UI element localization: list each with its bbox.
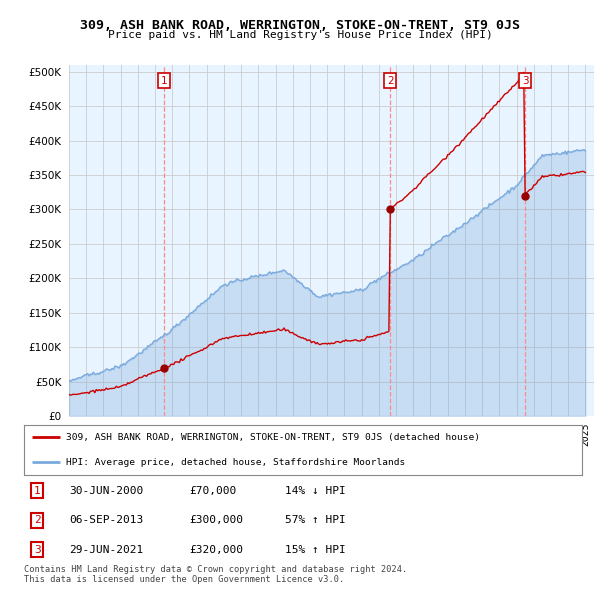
Text: 1: 1: [160, 76, 167, 86]
Text: 29-JUN-2021: 29-JUN-2021: [69, 545, 143, 555]
Text: 2: 2: [387, 76, 394, 86]
Text: 3: 3: [34, 545, 41, 555]
Text: 14% ↓ HPI: 14% ↓ HPI: [285, 486, 346, 496]
Text: 309, ASH BANK ROAD, WERRINGTON, STOKE-ON-TRENT, ST9 0JS (detached house): 309, ASH BANK ROAD, WERRINGTON, STOKE-ON…: [66, 433, 480, 442]
Text: £70,000: £70,000: [189, 486, 236, 496]
Text: 1: 1: [34, 486, 41, 496]
Text: £300,000: £300,000: [189, 516, 243, 525]
Text: 15% ↑ HPI: 15% ↑ HPI: [285, 545, 346, 555]
Text: Price paid vs. HM Land Registry's House Price Index (HPI): Price paid vs. HM Land Registry's House …: [107, 30, 493, 40]
Text: Contains HM Land Registry data © Crown copyright and database right 2024.: Contains HM Land Registry data © Crown c…: [24, 565, 407, 574]
Text: 30-JUN-2000: 30-JUN-2000: [69, 486, 143, 496]
Text: HPI: Average price, detached house, Staffordshire Moorlands: HPI: Average price, detached house, Staf…: [66, 458, 405, 467]
Text: 3: 3: [522, 76, 529, 86]
Text: 06-SEP-2013: 06-SEP-2013: [69, 516, 143, 525]
Text: 2: 2: [34, 516, 41, 525]
Text: This data is licensed under the Open Government Licence v3.0.: This data is licensed under the Open Gov…: [24, 575, 344, 584]
Text: 57% ↑ HPI: 57% ↑ HPI: [285, 516, 346, 525]
Text: 309, ASH BANK ROAD, WERRINGTON, STOKE-ON-TRENT, ST9 0JS: 309, ASH BANK ROAD, WERRINGTON, STOKE-ON…: [80, 19, 520, 32]
Text: £320,000: £320,000: [189, 545, 243, 555]
